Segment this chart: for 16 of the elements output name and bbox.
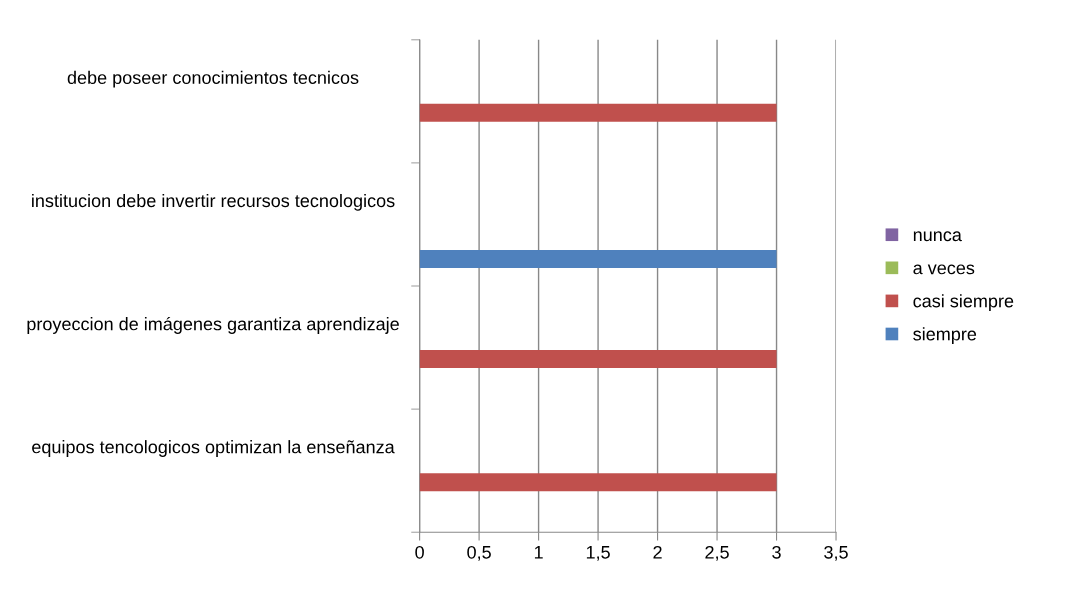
- y-tick-label: institucion debe invertir recursos tecnologicos: [32, 193, 395, 211]
- x-tick-label: 0: [415, 545, 424, 559]
- legend-label: a veces: [913, 264, 975, 275]
- x-tick-label: 2,5: [705, 545, 729, 561]
- x-tick-label: 1,5: [586, 546, 610, 561]
- y-tick-label: debe poseer conocimientos tecnicos: [67, 70, 359, 88]
- legend-label: casi siempre: [913, 294, 1014, 311]
- legend-label: siempre: [913, 327, 977, 345]
- x-tick-label: 1: [534, 546, 543, 559]
- y-tick-label: proyeccion de imágenes garantiza aprendizaje: [27, 316, 399, 334]
- x-tick-label: 3: [772, 545, 781, 559]
- x-tick-label: 3,5: [824, 545, 848, 561]
- x-tick-label: 0,5: [467, 545, 491, 561]
- x-tick-label: 2: [653, 545, 662, 559]
- y-tick-label: equipos tencologicos optimizan la enseñanza: [32, 440, 395, 457]
- legend-label: nunca: [913, 231, 962, 242]
